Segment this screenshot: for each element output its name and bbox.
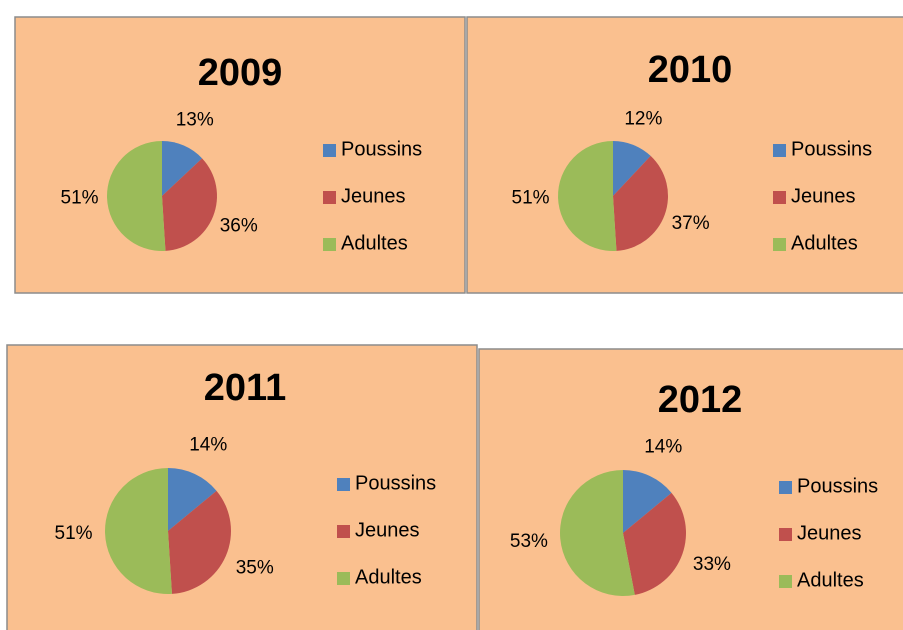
legend-label: Adultes [797, 569, 864, 591]
data-label: 14% [644, 437, 682, 458]
chart-title: 2012 [658, 379, 743, 421]
legend-swatch [337, 478, 350, 491]
data-label: 14% [189, 435, 227, 456]
pie-slice [623, 492, 686, 595]
legend-label: Jeunes [797, 522, 862, 544]
legend-label: Jeunes [355, 519, 420, 541]
legend-label: Adultes [355, 566, 422, 588]
pie-slice [168, 468, 217, 531]
legend-label: Adultes [791, 232, 858, 254]
legend-swatch [323, 238, 336, 251]
legend-swatch [337, 572, 350, 585]
pie-slice [623, 470, 672, 533]
pie-slice [557, 141, 617, 252]
pie-slice [105, 468, 172, 594]
chart-panel [478, 348, 903, 630]
legend-swatch [773, 191, 786, 204]
legend-label: Jeunes [341, 185, 406, 207]
data-label: 33% [693, 554, 731, 575]
chart-title: 2010 [648, 49, 733, 91]
data-label: 13% [176, 109, 214, 130]
legend-label: Adultes [341, 232, 408, 254]
chart-title: 2011 [204, 367, 286, 409]
data-label: 51% [55, 523, 93, 544]
chart-panel [14, 16, 466, 294]
chart-title: 2009 [198, 52, 283, 94]
pie-slice [613, 141, 651, 196]
pie-slice [106, 141, 166, 251]
legend-swatch [779, 528, 792, 541]
legend-swatch [779, 575, 792, 588]
pie-slice [168, 490, 232, 594]
data-label: 36% [220, 215, 258, 236]
pie-slice [560, 470, 635, 597]
data-label: 51% [61, 188, 99, 209]
legend-swatch [773, 238, 786, 251]
legend-swatch [773, 144, 786, 157]
legend-swatch [779, 481, 792, 494]
data-label: 12% [624, 108, 662, 129]
data-label: 35% [236, 558, 274, 579]
legend-label: Poussins [797, 475, 878, 497]
legend-swatch [323, 191, 336, 204]
data-label: 53% [510, 531, 548, 552]
data-label: 51% [512, 188, 550, 209]
data-label: 37% [672, 213, 710, 234]
legend-label: Poussins [355, 472, 436, 494]
pie-slice [162, 158, 217, 251]
legend-label: Poussins [791, 138, 872, 160]
pie-slice [613, 155, 668, 251]
chart-panel [6, 344, 478, 630]
legend-swatch [337, 525, 350, 538]
legend-label: Poussins [341, 138, 422, 160]
chart-panel [466, 16, 903, 294]
legend-label: Jeunes [791, 185, 856, 207]
pie-slice [162, 141, 203, 196]
legend-swatch [323, 144, 336, 157]
